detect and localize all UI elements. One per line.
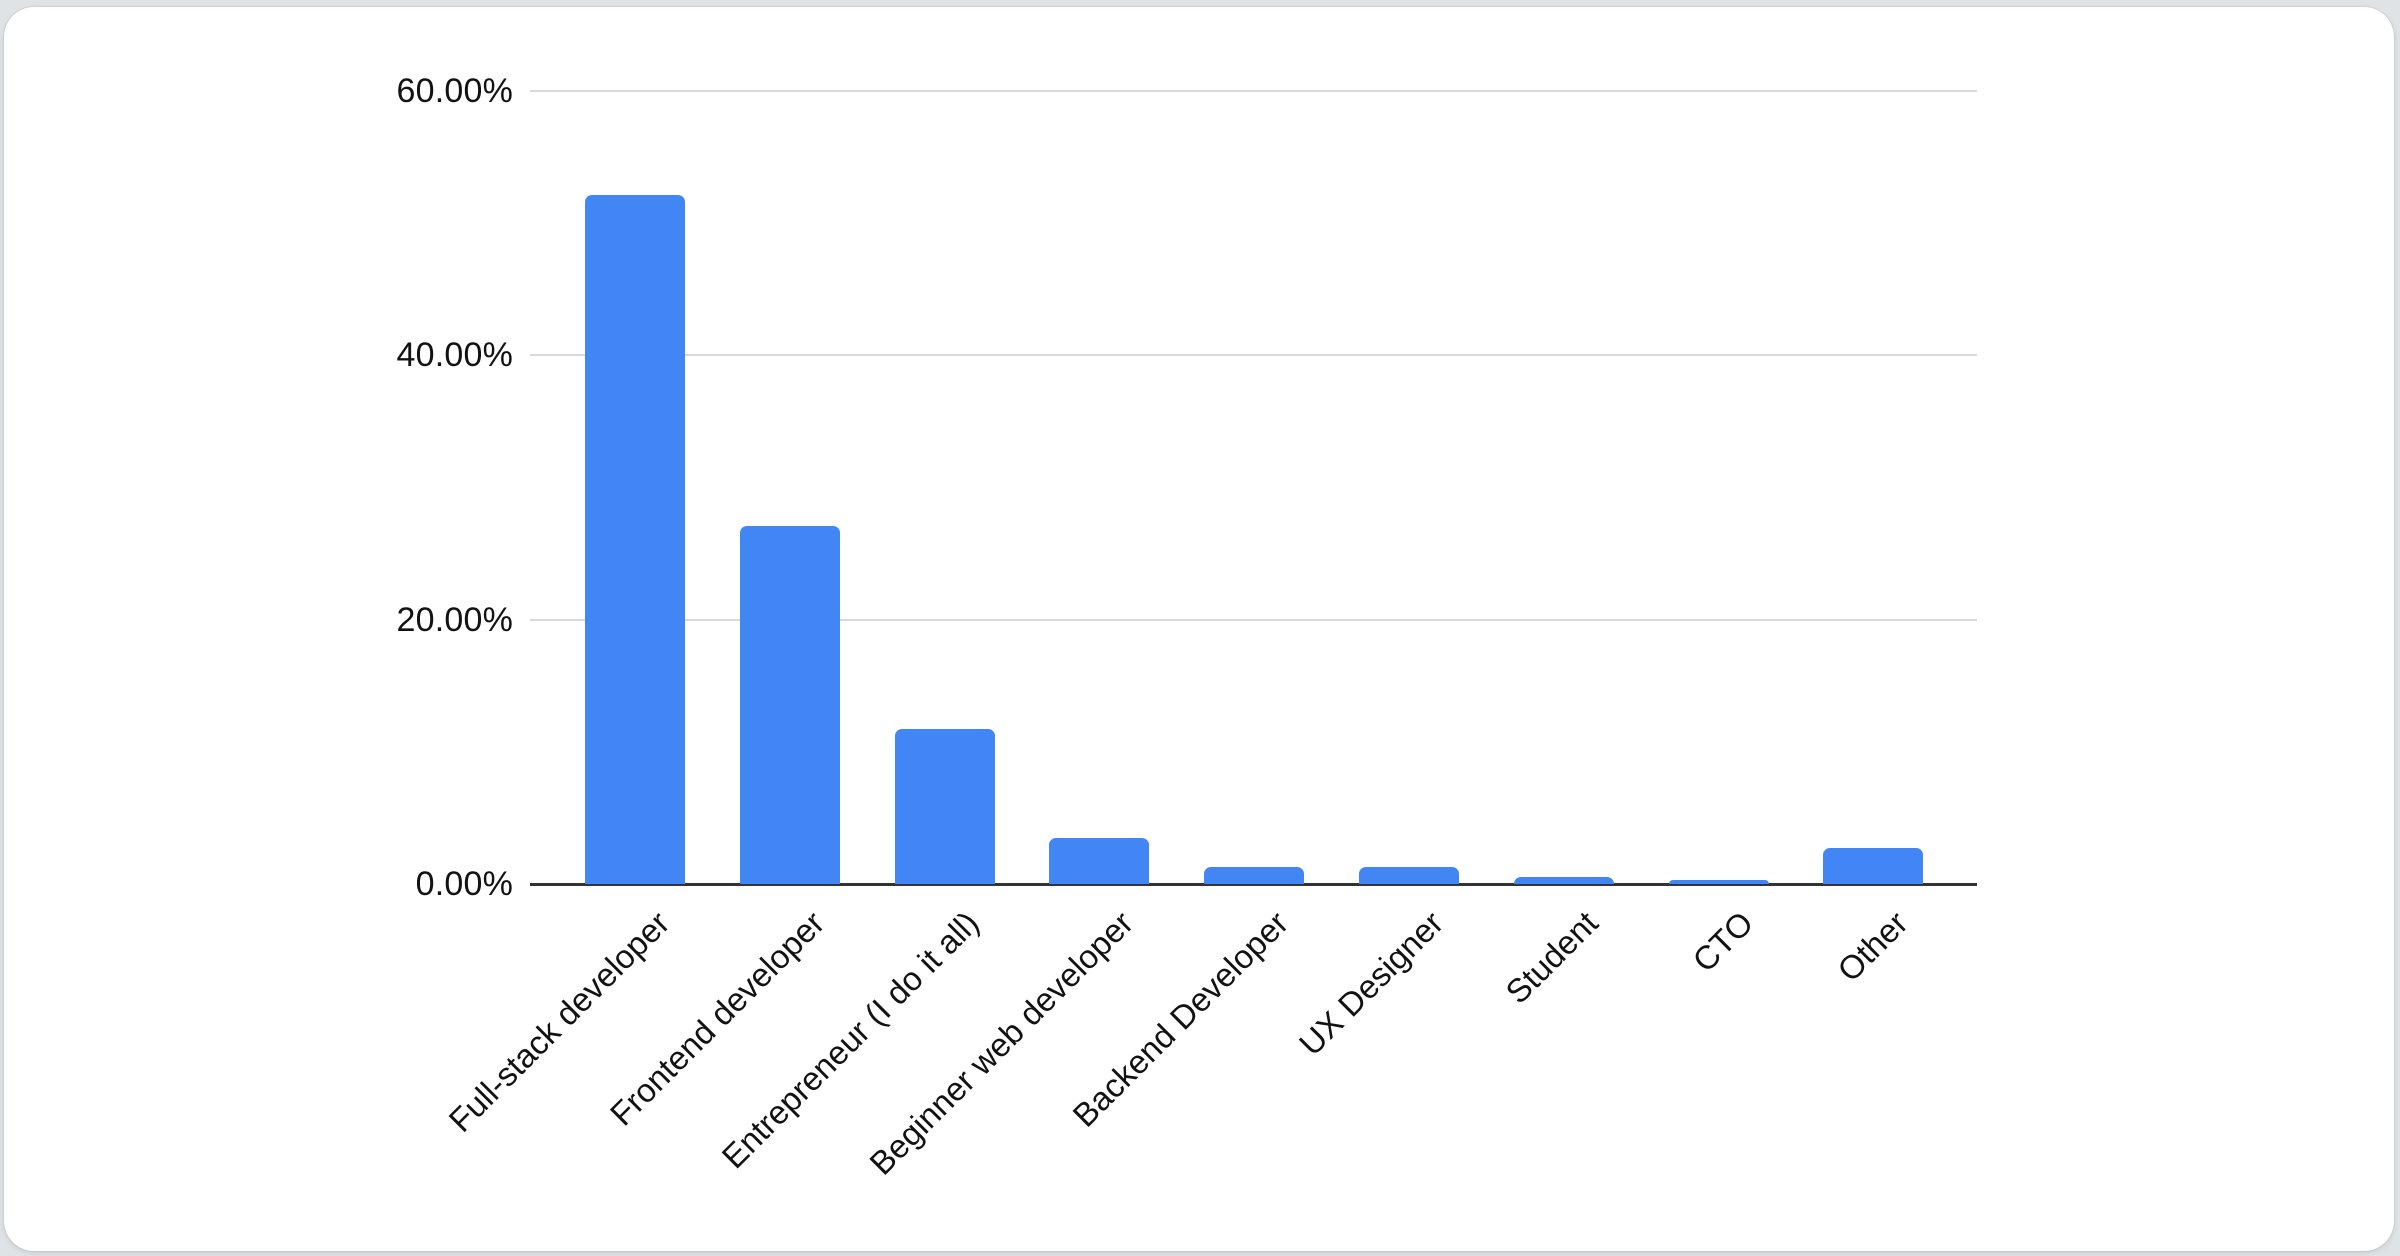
bar-beginner-web-developer [1049,838,1149,884]
x-axis-category-label: Beginner web developer [862,904,1141,1182]
x-axis-line [530,883,1977,886]
y-axis-tick-label: 0.00% [415,865,513,903]
x-axis-category-label: CTO [1684,904,1760,979]
bar-entrepreneur-i-do-it-all [895,729,995,884]
x-axis-category-label: Entrepreneur (I do it all) [714,904,986,1176]
bar-student [1514,877,1614,884]
x-axis-category-label: UX Designer [1291,904,1451,1063]
y-axis-tick-label: 40.00% [396,336,513,374]
y-axis-tick-label: 60.00% [396,72,513,110]
bar-frontend-developer [740,526,840,884]
bar-cto [1669,880,1769,884]
bar-full-stack-developer [585,195,685,884]
gridline-20 [530,619,1977,621]
chart-card [4,7,2394,1251]
bar-ux-designer [1359,867,1459,884]
gridline-60 [530,90,1977,92]
bar-other [1823,848,1923,884]
x-axis-category-label: Student [1498,904,1605,1011]
x-axis-category-label: Other [1830,904,1915,989]
bar-backend-developer [1204,867,1304,884]
gridline-40 [530,354,1977,356]
y-axis-tick-label: 20.00% [396,601,513,639]
